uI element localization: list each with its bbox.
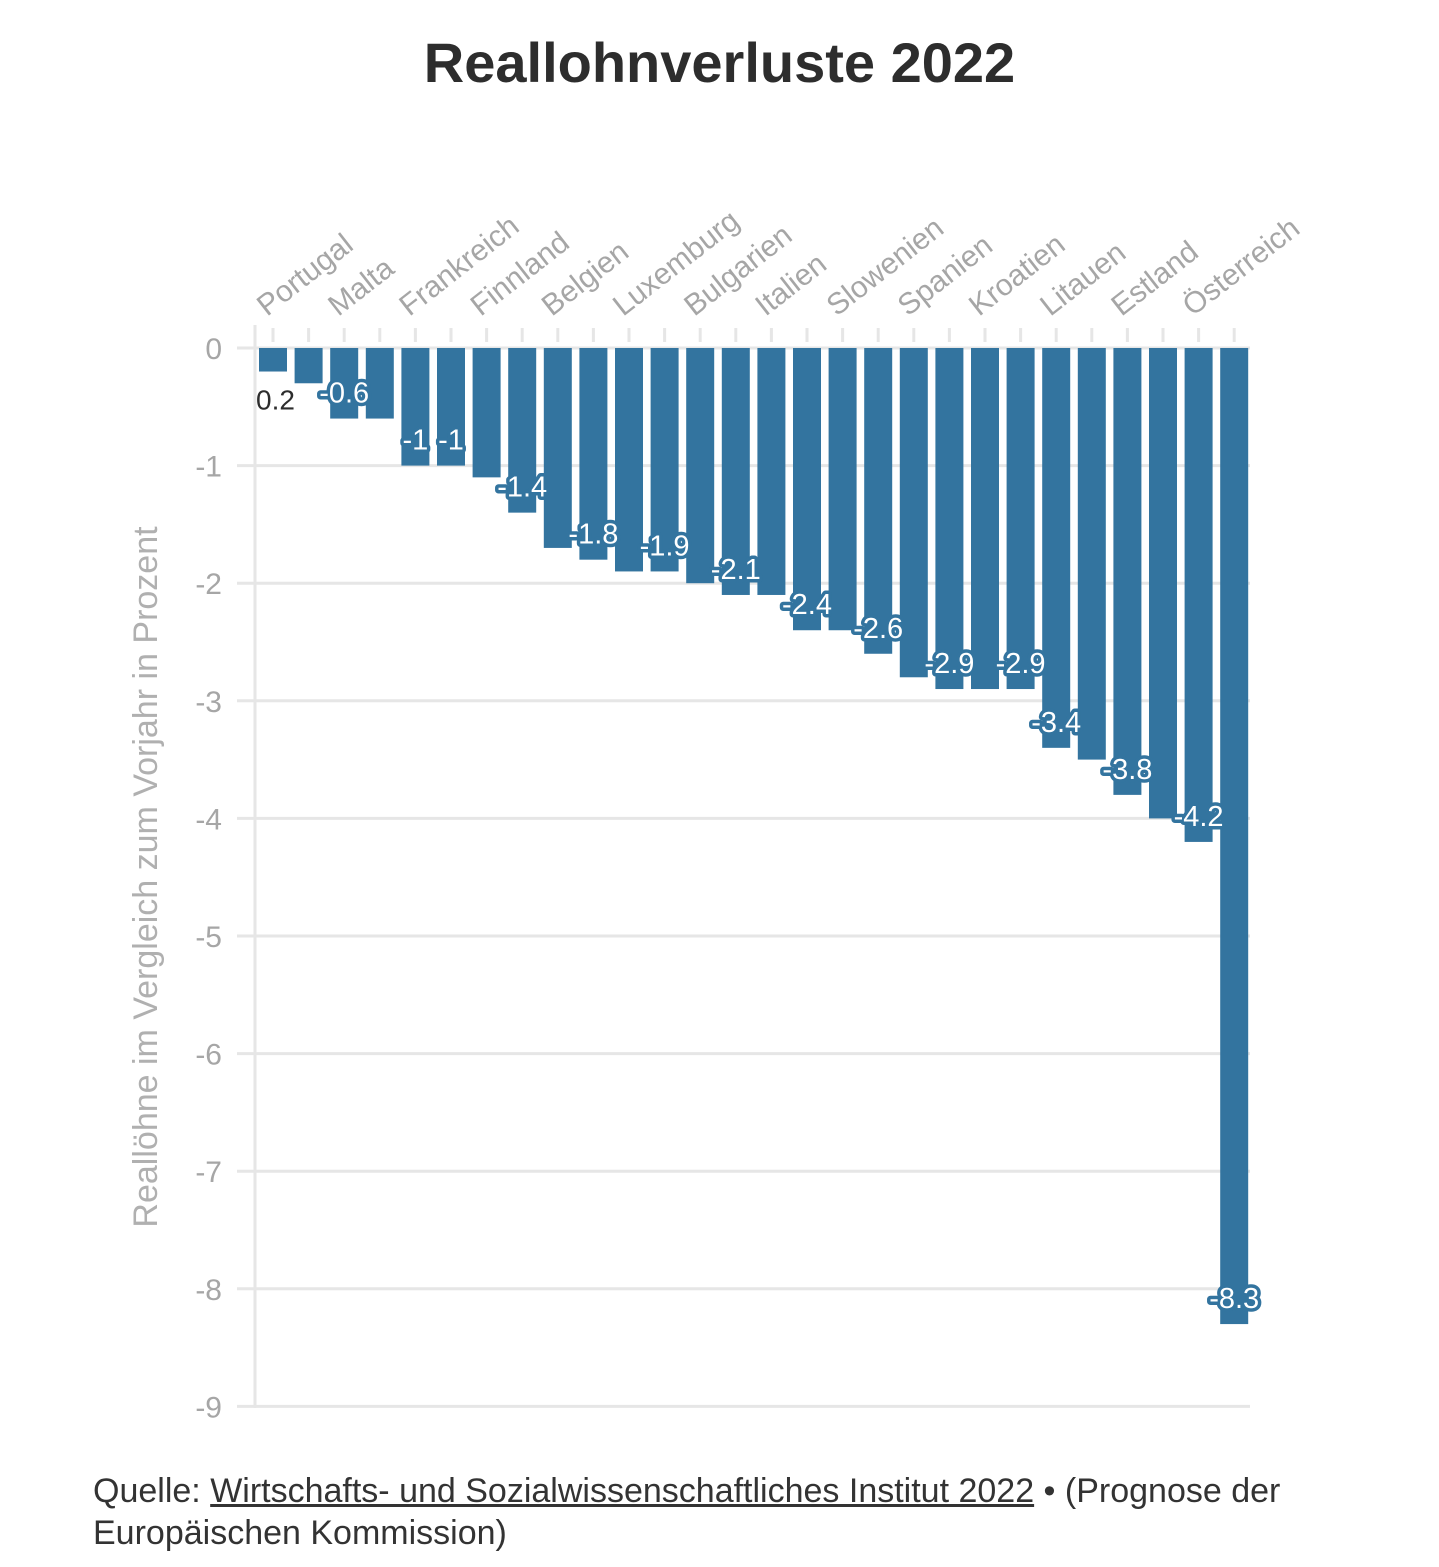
y-tick-label: -3	[195, 686, 222, 719]
bar	[1077, 348, 1106, 760]
bar	[935, 348, 964, 690]
data-labels: 0.2 -0.6-1 -1-1.4-1.8 -1.9-2.1-2.4-2.6-2.9-…	[256, 374, 1263, 1319]
y-tick-label: -4	[195, 803, 222, 836]
bar	[1220, 348, 1249, 1325]
bar	[1113, 348, 1142, 795]
bar	[721, 348, 750, 595]
data-label: -2.6	[853, 613, 903, 645]
y-tick-label: -8	[195, 1274, 222, 1307]
y-tick-label: 0	[205, 333, 222, 366]
bar	[686, 348, 715, 584]
bar	[294, 348, 323, 384]
bar	[615, 348, 643, 572]
bar	[899, 348, 928, 678]
chart-title: Reallohnverluste 2022	[423, 31, 1016, 94]
bar	[259, 348, 287, 372]
bar	[543, 348, 572, 548]
bar	[828, 348, 857, 631]
data-label: -1.4	[497, 472, 547, 504]
bar	[330, 348, 359, 419]
bar	[793, 348, 821, 631]
data-label: -3.4	[1031, 707, 1081, 739]
source-note: Quelle: Wirtschafts- und Sozialwissensch…	[93, 1470, 1353, 1554]
bar	[650, 348, 679, 572]
bar	[1149, 348, 1177, 819]
bar	[971, 348, 999, 690]
bar-chart: 0 -1 -2 -3 -4 -5 -6 -7 -8 -9 PortugalMaltaFrankre…	[127, 204, 1306, 1424]
y-tick-label: -2	[195, 568, 222, 601]
data-label: -2.9	[924, 648, 974, 680]
source-prefix: Quelle:	[93, 1472, 211, 1510]
y-tick-label: -9	[195, 1391, 222, 1424]
data-label: -1.8	[568, 519, 618, 551]
bar	[1006, 348, 1035, 690]
bar	[1042, 348, 1071, 748]
data-label: -2.1	[711, 554, 761, 586]
data-label: -0.6	[319, 378, 369, 410]
bar	[401, 348, 430, 466]
y-axis-title: Reallöhne im Vergleich zum Vorjahr in Pr…	[127, 526, 165, 1228]
data-label: -4.2	[1174, 801, 1224, 833]
bar	[1184, 348, 1213, 842]
data-label: -8.3	[1209, 1283, 1259, 1315]
bar	[437, 348, 465, 466]
data-label: -2.9	[996, 648, 1046, 680]
y-tick-label: -6	[195, 1039, 222, 1072]
bars	[259, 348, 1249, 1325]
y-tick-label: -1	[195, 451, 222, 484]
y-axis-ticks: 0 -1 -2 -3 -4 -5 -6 -7 -8 -9	[195, 333, 222, 1424]
data-label: -3.8	[1102, 754, 1152, 786]
data-label: 0.2	[256, 385, 295, 416]
data-label: -1.9	[640, 530, 690, 562]
bar	[472, 348, 501, 478]
source-suffix: • (Prognose der Europäischen Kommission)	[93, 1472, 1281, 1552]
x-axis-ticks: PortugalMaltaFrankreichFinnlandBelgienLu…	[251, 204, 1306, 342]
y-tick-label: -5	[195, 921, 222, 954]
data-label: -2.4	[782, 589, 832, 621]
bar	[757, 348, 786, 595]
bar	[864, 348, 893, 654]
data-label: -1	[403, 425, 429, 457]
source-link[interactable]: Wirtschafts- und Sozialwissenschaftliche…	[210, 1472, 1035, 1510]
bar	[365, 348, 394, 419]
data-label: -1	[438, 425, 464, 457]
bar	[508, 348, 537, 513]
bar	[579, 348, 608, 560]
y-tick-label: -7	[195, 1156, 222, 1189]
